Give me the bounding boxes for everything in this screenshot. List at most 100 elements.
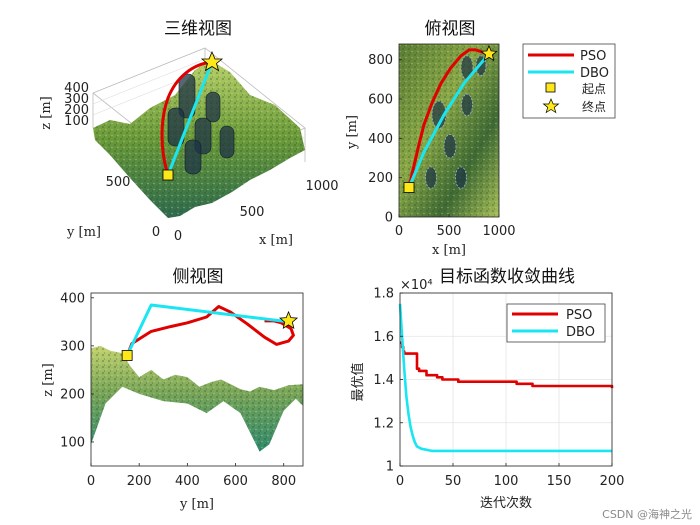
x-tick-label: 0 — [87, 474, 95, 489]
x-tick-label: 500 — [240, 205, 265, 220]
x-axis-label: x [m] — [432, 243, 466, 258]
x-tick-label: 0 — [395, 224, 403, 239]
watermark: CSDN @海神之光 — [602, 507, 692, 521]
legend-label: PSO — [566, 308, 592, 323]
start-marker — [403, 182, 415, 193]
x-tick-label: 150 — [547, 474, 572, 489]
panel-top-view: 俯视图 0 500 1000 0 200 400 600 800 x [m] y [m] — [345, 19, 516, 258]
x-tick-label: 50 — [445, 474, 462, 489]
x-tick-label: 800 — [271, 474, 296, 489]
z-axis-label: z [m] — [39, 96, 54, 129]
obstacle-group — [425, 55, 487, 189]
y-tick-label: 1.2 — [373, 416, 394, 431]
start-marker — [162, 169, 174, 181]
obstacle-cylinder — [167, 107, 185, 147]
marker-group — [403, 44, 498, 193]
obstacle-cylinder — [219, 125, 235, 159]
z-tick-label: 200 — [64, 103, 89, 118]
series-dbo-line — [407, 52, 491, 189]
y-tick-label: 600 — [368, 93, 393, 108]
legend-swatch-start — [545, 82, 556, 93]
y-tick-label: 500 — [106, 175, 131, 190]
y-tick-label: 400 — [60, 291, 85, 306]
marker-group — [121, 310, 299, 361]
x-tick-label: 400 — [175, 474, 200, 489]
obstacle-circle — [461, 93, 473, 117]
y-tick-label: 0 — [385, 211, 393, 226]
x-tick-label: 0 — [174, 229, 182, 244]
x-tick-label: 600 — [223, 474, 248, 489]
y-tick-label: 800 — [368, 53, 393, 68]
y-tick-label: 0 — [152, 225, 160, 240]
series-group — [398, 303, 614, 453]
legend-label: 终点 — [582, 99, 606, 114]
legend-swatch-end — [542, 98, 560, 114]
y-tick-label: 1.4 — [373, 373, 394, 388]
series-pso-line — [125, 305, 295, 357]
obstacle-circle — [443, 134, 457, 159]
x-tick-label: 100 — [494, 474, 519, 489]
end-marker — [279, 310, 299, 330]
y-tick-label: 1 — [386, 460, 394, 475]
y-exponent-label: ×10⁴ — [400, 278, 433, 293]
z-tick-label: 300 — [64, 92, 89, 107]
x-axis-label: x [m] — [259, 233, 293, 248]
x-tick-label: 1000 — [305, 179, 338, 194]
legend-top: PSO DBO 起点 终点 — [522, 43, 616, 119]
x-tick-label: 1000 — [482, 224, 515, 239]
end-marker — [480, 44, 498, 62]
tick-group: 0 200 400 600 800 100 200 300 400 — [60, 291, 296, 489]
x-axis-label: y [m] — [179, 497, 214, 512]
y-tick-label: 200 — [368, 171, 393, 186]
obstacle-circle — [431, 100, 447, 129]
legend-convergence: PSO DBO — [506, 303, 606, 343]
series-dbo-path-3d — [166, 61, 214, 176]
legend-label: DBO — [580, 66, 609, 81]
z-tick-label: 100 — [64, 114, 89, 129]
obstacles-3d — [167, 73, 235, 175]
series-group — [407, 48, 491, 189]
axes-frame — [90, 292, 304, 467]
y-tick-label: 1.8 — [373, 287, 394, 302]
x-tick-label: 200 — [127, 474, 152, 489]
y-axis-label: y [m] — [66, 225, 101, 240]
y-tick-label: 300 — [60, 339, 85, 354]
tick-group: 0 50 100 150 200 1 1.2 1.4 1.6 1.8 — [373, 287, 624, 490]
panel-side-view: 侧视图 0 200 400 600 800 100 200 300 400 y [m] z [m… — [41, 267, 304, 512]
end-marker — [200, 50, 224, 72]
obstacle-cylinder — [178, 73, 196, 119]
terrain-texture — [91, 345, 303, 452]
y-tick-label: 1.6 — [373, 330, 394, 345]
y-tick-label: 400 — [368, 132, 393, 147]
series-dbo-line — [398, 303, 612, 453]
legend-label: 起点 — [582, 82, 606, 96]
panel-3d-view: 三维视图 400 — [39, 19, 339, 248]
y-tick-label: 200 — [60, 387, 85, 402]
z-tick-label: 400 — [64, 81, 89, 96]
chart-title: 三维视图 — [164, 19, 232, 39]
start-marker — [121, 350, 133, 361]
grid-line — [92, 58, 206, 105]
series-pso-path-3d — [160, 60, 213, 176]
tick-group: 0 500 1000 0 200 400 600 800 — [368, 53, 515, 239]
y-axis-label: z [m] — [41, 363, 56, 396]
y-axis-label: 最优值 — [350, 362, 366, 401]
series-group — [125, 303, 295, 357]
legend-label: DBO — [566, 325, 595, 340]
chart-title: 俯视图 — [425, 19, 476, 39]
y-tick-label: 100 — [60, 435, 85, 450]
y-axis-label: y [m] — [345, 115, 360, 150]
chart-title: 目标函数收敛曲线 — [439, 267, 575, 287]
legend-box — [506, 303, 606, 343]
chart-title: 侧视图 — [173, 267, 224, 287]
obstacle-circle — [455, 166, 467, 189]
legend-label: PSO — [580, 49, 606, 64]
obstacle-cylinder — [205, 91, 221, 123]
obstacle-circle — [425, 166, 437, 189]
series-pso-line — [407, 48, 489, 188]
x-tick-label: 200 — [600, 474, 625, 489]
x-tick-label: 0 — [396, 474, 404, 489]
